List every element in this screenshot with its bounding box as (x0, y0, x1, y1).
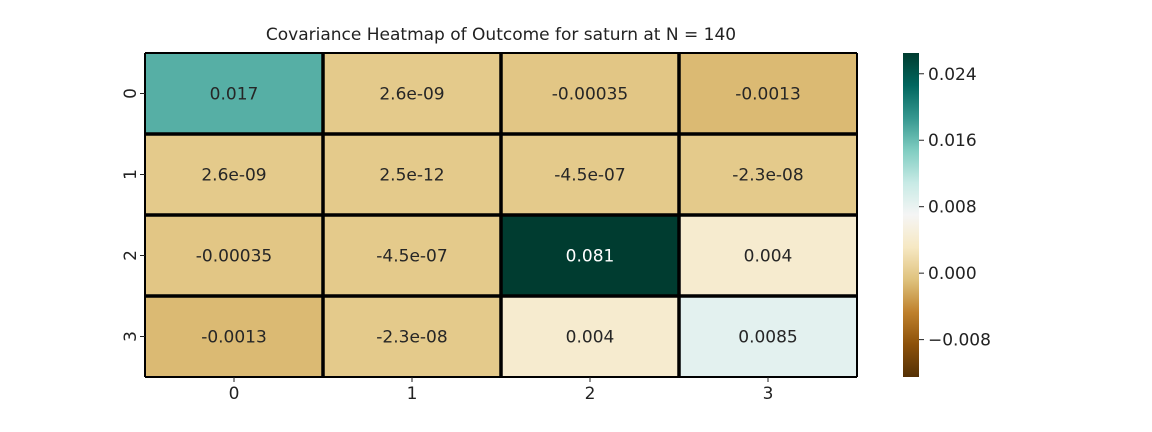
heatmap-cell-3-3 (679, 296, 857, 377)
cell-value-label-3-2: 0.004 (566, 328, 615, 348)
cell-borders (144, 52, 858, 378)
cell-value-label-1-3: -2.3e-08 (732, 166, 803, 186)
cell-value-label-1-0: 2.6e-09 (201, 166, 266, 186)
cell-value-label-2-2: 0.081 (566, 247, 615, 267)
colorbar-tick-label-4: −0.008 (928, 331, 991, 351)
cell-value-label-1-2: -4.5e-07 (554, 166, 625, 186)
x-tick-label-3: 3 (763, 384, 774, 404)
cell-value-label-2-0: -0.00035 (196, 247, 272, 267)
colorbar-tick-label-2: 0.008 (928, 198, 977, 218)
cell-value-label-3-1: -2.3e-08 (376, 328, 447, 348)
heatmap-cell-3-1 (323, 296, 501, 377)
x-tick-label-2: 2 (585, 384, 596, 404)
y-tick-label-1: 1 (121, 169, 141, 180)
x-tick-label-1: 1 (407, 384, 418, 404)
x-axis: 0 1 2 3 (229, 377, 774, 404)
cell-value-label-0-2: -0.00035 (552, 85, 628, 105)
x-tick-label-0: 0 (229, 384, 240, 404)
cell-value-label-2-3: 0.004 (744, 247, 793, 267)
colorbar-gradient (903, 53, 919, 377)
heatmap-cell-2-0 (145, 215, 323, 296)
heatmap-cell-0-1 (323, 53, 501, 134)
cell-value-label-3-0: -0.0013 (201, 328, 267, 348)
heatmap-cell-3-2 (501, 296, 679, 377)
chart-title: Covariance Heatmap of Outcome for saturn… (266, 25, 736, 45)
colorbar-tick-label-1: 0.016 (928, 131, 977, 151)
y-tick-label-2: 2 (121, 250, 141, 261)
heatmap-cell-2-3 (679, 215, 857, 296)
cell-value-label-1-1: 2.5e-12 (379, 166, 444, 186)
heatmap-cell-1-2 (501, 134, 679, 215)
heatmap-cell-3-0 (145, 296, 323, 377)
colorbar-tick-label-3: 0.000 (928, 264, 977, 284)
y-tick-label-0: 0 (121, 88, 141, 99)
cell-value-label-2-1: -4.5e-07 (376, 247, 447, 267)
heatmap-cell-1-1 (323, 134, 501, 215)
heatmap-cells: 0.017 2.6e-09 -0.00035 -0.0013 2.6e-09 2.5e-1… (145, 53, 857, 377)
heatmap-cell-2-2 (501, 215, 679, 296)
cell-value-label-0-1: 2.6e-09 (379, 85, 444, 105)
heatmap-cell-1-0 (145, 134, 323, 215)
cell-value-label-3-3: 0.0085 (738, 328, 797, 348)
heatmap-cell-1-3 (679, 134, 857, 215)
heatmap-cell-0-2 (501, 53, 679, 134)
heatmap-cell-0-0 (145, 53, 323, 134)
y-axis: 0 1 2 3 (121, 88, 145, 342)
cell-value-label-0-0: 0.017 (210, 85, 259, 105)
heatmap-cell-0-3 (679, 53, 857, 134)
cell-value-label-0-3: -0.0013 (735, 85, 801, 105)
colorbar: 0.024 0.016 0.008 0.000 −0.008 (903, 53, 991, 377)
colorbar-tick-label-0: 0.024 (928, 65, 977, 85)
y-tick-label-3: 3 (121, 331, 141, 342)
heatmap-cell-2-1 (323, 215, 501, 296)
